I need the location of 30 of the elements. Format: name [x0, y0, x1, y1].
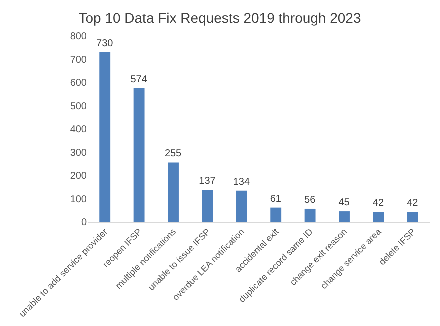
- data-label: 42: [372, 198, 384, 210]
- y-tick-label: 800: [70, 32, 88, 42]
- bar: [304, 208, 316, 222]
- bar: [236, 190, 248, 222]
- bar: [407, 212, 418, 222]
- y-tick-label: 600: [70, 78, 88, 89]
- data-label: 134: [233, 176, 250, 188]
- bar: [202, 190, 214, 222]
- bar: [134, 88, 145, 222]
- data-label: 42: [407, 198, 419, 210]
- data-label: 255: [164, 148, 182, 160]
- y-tick-label: 100: [70, 194, 88, 206]
- data-label: 574: [130, 74, 148, 86]
- bar: [168, 162, 179, 222]
- y-tick-label: 500: [70, 101, 88, 112]
- bar: [100, 52, 111, 222]
- data-label: 730: [96, 38, 114, 50]
- y-tick-label: 400: [70, 124, 88, 136]
- bar: [270, 208, 282, 222]
- data-label: 56: [304, 194, 316, 206]
- y-tick-label: 0: [81, 218, 88, 228]
- bar: [339, 212, 350, 222]
- data-label: 137: [199, 176, 216, 188]
- data-label: 61: [270, 194, 282, 205]
- y-tick-label: 200: [70, 171, 88, 182]
- bar: [373, 212, 384, 222]
- data-label: 45: [338, 198, 350, 209]
- y-tick-label: 700: [70, 54, 88, 66]
- y-tick-label: 300: [70, 148, 88, 159]
- chart-title: Top 10 Data Fix Requests 2019 through 2023: [78, 10, 362, 26]
